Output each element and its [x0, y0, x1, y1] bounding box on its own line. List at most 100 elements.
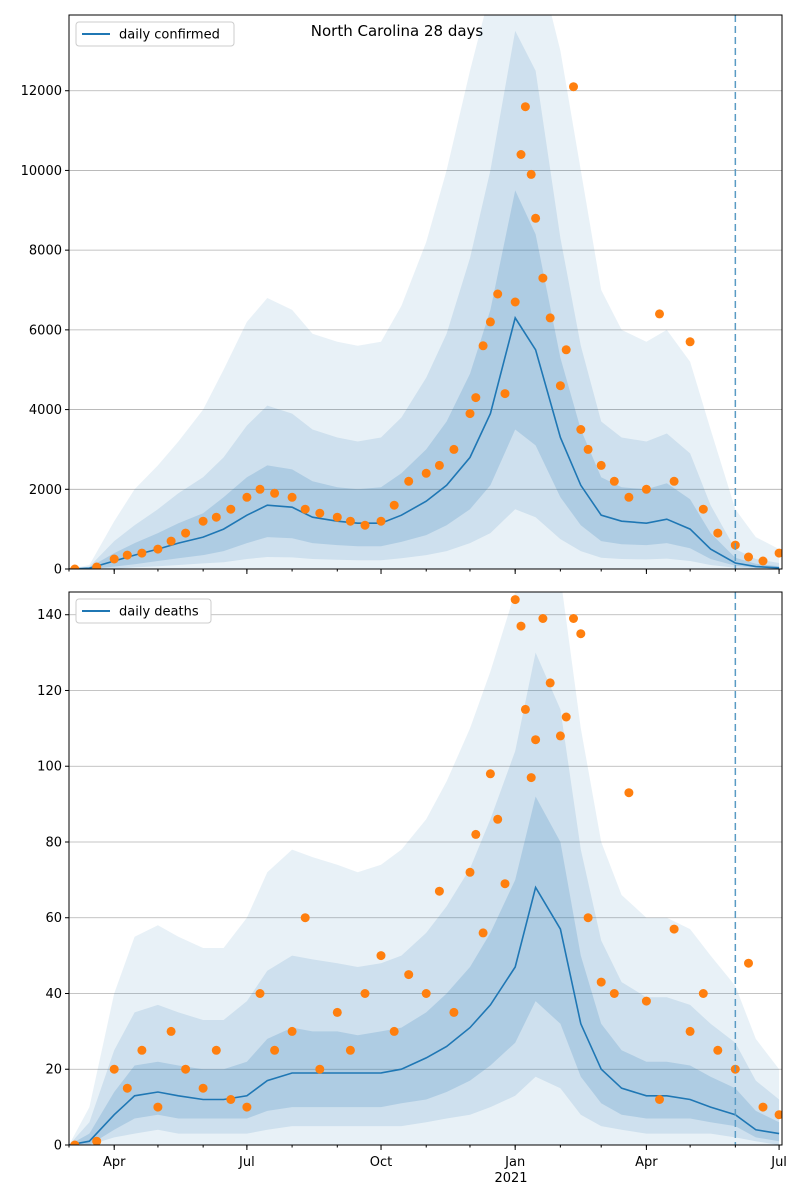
deaths-data-point: [555, 731, 565, 741]
deaths-data-point: [434, 886, 444, 896]
deaths-data-point: [538, 614, 548, 623]
confirmed-axes-frame: [68, 14, 783, 570]
deaths-data-point: [421, 989, 431, 998]
deaths-data-point: [166, 1026, 176, 1036]
confirmed-data-point: [545, 313, 555, 323]
confirmed-y-tick-label: 10000: [21, 164, 62, 179]
deaths-band-outer: [69, 592, 780, 1145]
confirmed-data-point: [389, 500, 399, 510]
confirmed-data-point: [576, 425, 586, 434]
confirmed-data-point: [744, 552, 753, 562]
confirmed-data-point: [685, 337, 695, 347]
deaths-data-point: [624, 788, 634, 798]
deaths-data-point: [641, 996, 651, 1006]
deaths-data-point: [520, 704, 530, 714]
confirmed-data-point: [641, 484, 651, 494]
deaths-observed-points: [70, 595, 782, 1145]
deaths-data-point: [376, 951, 386, 961]
confirmed-legend-label: daily confirmed: [119, 28, 220, 43]
deaths-band-mid: [69, 652, 780, 1145]
confirmed-data-point: [526, 169, 536, 179]
x-tick-label: Apr: [103, 1155, 126, 1170]
x-tick-label: Apr: [635, 1155, 658, 1170]
confirmed-data-point: [520, 102, 530, 112]
deaths-data-point: [669, 924, 679, 934]
confirmed-data-point: [287, 492, 297, 502]
confirmed-series-line: [69, 315, 780, 569]
confirmed-data-point: [109, 554, 119, 564]
deaths-data-point: [332, 1007, 342, 1017]
confirmed-data-point: [698, 504, 708, 514]
confirmed-data-point: [493, 289, 503, 299]
confirmed-data-point: [421, 468, 431, 478]
confirmed-data-point: [360, 520, 370, 530]
confirmed-y-tick-label: 12000: [21, 84, 62, 99]
confirmed-data-point: [561, 345, 571, 355]
confirmed-data-point: [758, 556, 768, 566]
confirmed-data-point: [583, 444, 593, 454]
deaths-data-point: [270, 1045, 280, 1055]
deaths-y-tick-label: 20: [45, 1063, 62, 1078]
confirmed-data-point: [270, 488, 280, 498]
confirmed-data-point: [538, 273, 548, 283]
deaths-data-point: [471, 829, 481, 839]
confirmed-data-point: [181, 528, 191, 538]
deaths-data-point: [70, 1140, 80, 1145]
deaths-y-tick-label: 40: [45, 987, 62, 1002]
deaths-data-point: [485, 769, 495, 779]
deaths-data-point: [122, 1083, 132, 1093]
confirmed-data-point: [555, 381, 565, 391]
deaths-y-tick-label: 80: [45, 835, 62, 850]
confirmed-data-point: [531, 213, 541, 223]
confirmed-data-point: [465, 409, 475, 419]
deaths-data-point: [744, 958, 753, 968]
deaths-data-point: [449, 1007, 459, 1017]
deaths-data-point: [478, 928, 488, 938]
confirmed-y-tick-label: 2000: [29, 483, 62, 498]
x-tick-label: Jul: [770, 1155, 787, 1170]
confirmed-data-point: [92, 562, 102, 569]
confirmed-data-point: [510, 297, 520, 307]
deaths-data-point: [545, 678, 555, 688]
confirmed-data-point: [713, 528, 723, 538]
deaths-data-point: [596, 977, 606, 987]
confirmed-data-point: [332, 512, 342, 522]
confirmed-data-point: [485, 317, 495, 327]
deaths-axes-frame: [68, 591, 783, 1146]
deaths-data-point: [698, 989, 708, 998]
confirmed-x-ticks: [68, 569, 780, 574]
confirmed-data-point: [198, 516, 208, 526]
deaths-data-point: [92, 1136, 102, 1145]
x-tick-label: Jan: [504, 1155, 525, 1170]
confirmed-observed-points: [70, 82, 782, 569]
deaths-data-point: [531, 735, 541, 745]
confirmed-band-inner: [69, 190, 780, 569]
deaths-data-point: [758, 1102, 768, 1112]
deaths-data-point: [774, 1110, 782, 1120]
confirmed-data-point: [70, 564, 80, 569]
confirmed-y-tick-label: 8000: [29, 244, 62, 259]
deaths-data-point: [609, 989, 619, 998]
x-axis-year-label: 2021: [494, 1171, 527, 1186]
confirmed-data-point: [404, 476, 414, 486]
deaths-data-point: [137, 1045, 147, 1055]
confirmed-data-point: [516, 150, 526, 159]
deaths-data-point: [389, 1026, 399, 1036]
confirmed-grid: [69, 90, 782, 570]
deaths-data-point: [465, 867, 475, 877]
confirmed-y-tick-label: 0: [54, 563, 62, 578]
deaths-y-tick-label: 0: [54, 1139, 62, 1154]
deaths-data-point: [242, 1102, 252, 1112]
confirmed-data-point: [315, 508, 325, 518]
deaths-uncertainty-bands: [69, 592, 780, 1145]
confirmed-data-point: [255, 484, 265, 494]
confirmed-data-point: [166, 536, 176, 546]
x-tick-label: Jul: [238, 1155, 255, 1170]
confirmed-data-point: [569, 82, 578, 92]
confirmed-panel: 0 2000 4000 6000 8000 10000 12000 daily confir…: [21, 14, 783, 578]
confirmed-data-point: [137, 548, 147, 558]
confirmed-band-mid: [69, 30, 780, 569]
confirmed-data-point: [376, 516, 386, 526]
deaths-data-point: [211, 1045, 221, 1055]
confirmed-data-point: [669, 476, 679, 486]
